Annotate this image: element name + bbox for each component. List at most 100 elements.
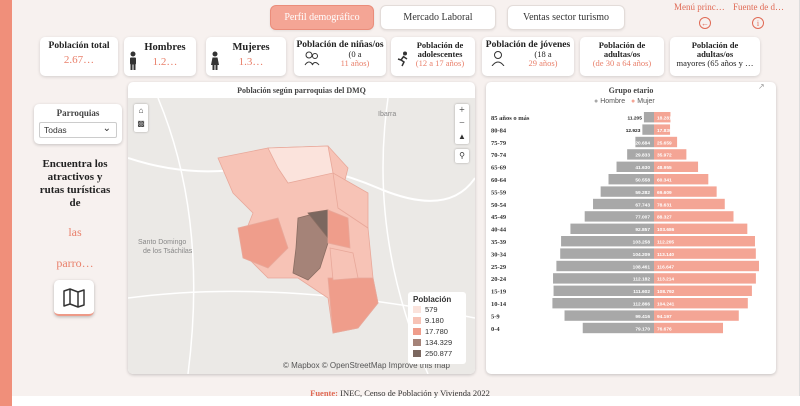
male-bar[interactable]: [582, 322, 654, 334]
male-person-icon: [130, 51, 136, 70]
female-bar[interactable]: [654, 198, 725, 210]
zoom-out-icon[interactable]: −: [459, 118, 465, 129]
card-subtitle: adultas/os: [603, 49, 641, 59]
male-bar[interactable]: [553, 285, 654, 296]
female-bar[interactable]: [654, 149, 687, 160]
male-bar[interactable]: [570, 223, 654, 234]
legend-title: Población: [413, 295, 452, 304]
male-bar[interactable]: [593, 198, 654, 210]
menu-link[interactable]: Menú princ…: [674, 2, 725, 12]
search-icon[interactable]: ⚲: [455, 149, 469, 163]
legend-female-marker: ●: [631, 98, 636, 105]
female-value-label: 104.241: [657, 302, 675, 308]
card-range: 29 años): [528, 58, 558, 68]
female-bar[interactable]: [654, 174, 709, 185]
male-bar[interactable]: [616, 161, 654, 172]
female-value-label: 94.197: [657, 314, 672, 320]
tab-ventas-turismo[interactable]: Ventas sector turismo: [507, 5, 625, 30]
legend-swatch: [413, 350, 421, 357]
male-value-label: 77.007: [635, 215, 650, 221]
zoom-in-icon[interactable]: +: [459, 105, 465, 116]
card-value: 1.2…: [152, 56, 178, 68]
legend-label: 17.780: [425, 327, 448, 336]
back-arrow-icon[interactable]: ←: [699, 17, 711, 29]
card-adultos: Población de adultas/os (de 30 a 64 años…: [580, 37, 664, 76]
tab-perfil-demografico[interactable]: Perfil demográfico: [270, 5, 374, 30]
female-bar[interactable]: [654, 136, 678, 148]
card-subtitle: adolescentes: [417, 49, 463, 59]
female-value-label: 18.281: [657, 116, 672, 122]
male-bar[interactable]: [564, 310, 654, 321]
legend-item: 579: [413, 304, 461, 315]
female-value-label: 69.609: [657, 190, 672, 196]
male-bar[interactable]: [553, 273, 654, 284]
legend-female-label: Mujer: [637, 98, 655, 105]
card-ninos: Población de niñas/os (0 a 11 años): [294, 37, 386, 76]
male-bar[interactable]: [627, 149, 654, 160]
female-bar[interactable]: [654, 161, 699, 172]
card-title: Población de: [691, 40, 739, 50]
fuente-link[interactable]: Fuente de d…: [733, 2, 784, 12]
male-bar[interactable]: [556, 260, 654, 272]
male-bar[interactable]: [584, 211, 654, 222]
male-bar[interactable]: [643, 112, 654, 123]
female-bar[interactable]: [654, 285, 752, 296]
card-hombres: Hombres 1.2…: [124, 37, 196, 76]
female-bar[interactable]: [654, 112, 671, 123]
legend-male-marker: ●: [594, 98, 599, 105]
male-bar[interactable]: [600, 186, 654, 197]
expand-icon[interactable]: ↗: [758, 82, 765, 91]
male-bar[interactable]: [642, 124, 654, 135]
female-bar[interactable]: [654, 223, 748, 234]
female-person-icon: [211, 51, 219, 70]
map-route-button[interactable]: [54, 280, 94, 316]
female-bar[interactable]: [654, 236, 755, 247]
compass-icon[interactable]: ▲: [458, 132, 466, 141]
map-tools: ⌂ ▩: [134, 104, 148, 132]
male-value-label: 20.684: [635, 140, 650, 146]
male-bar[interactable]: [561, 236, 654, 247]
female-bar[interactable]: [654, 211, 734, 222]
female-bar[interactable]: [654, 186, 717, 197]
zoom-controls: + − ▲: [455, 104, 469, 144]
parroquias-select[interactable]: Todas ⌄: [39, 122, 117, 138]
fuente-link-label: Fuente de d…: [733, 2, 784, 12]
female-bar[interactable]: [654, 322, 724, 334]
children-icon: [304, 51, 320, 66]
male-bar[interactable]: [552, 298, 654, 309]
map-place-label: de los Tsáchilas: [143, 248, 193, 255]
parroquias-filter: Parroquias Todas ⌄: [34, 104, 122, 144]
male-bar[interactable]: [635, 136, 654, 148]
card-range: (de 30 a 64 años): [592, 58, 652, 68]
info-icon[interactable]: i: [752, 17, 764, 29]
female-bar[interactable]: [654, 310, 739, 321]
male-value-label: 111.602: [633, 289, 650, 295]
age-group-label: 65-69: [491, 165, 507, 172]
card-value: 1.3…: [238, 56, 264, 68]
promo-highlight: parro…: [56, 256, 94, 270]
male-bar[interactable]: [560, 248, 654, 259]
age-pyramid-chart: 85 años o más 11.205 18.281 80-84 12.923 17.8…: [491, 112, 759, 334]
female-bar[interactable]: [654, 248, 756, 259]
male-bar[interactable]: [608, 174, 654, 185]
tab-label: Mercado Laboral: [403, 12, 473, 23]
tab-mercado-laboral[interactable]: Mercado Laboral: [380, 5, 496, 30]
male-value-label: 104.209: [633, 252, 651, 258]
male-value-label: 108.461: [633, 264, 651, 270]
age-group-label: 0-4: [491, 326, 500, 333]
home-icon[interactable]: ⌂: [138, 106, 144, 115]
female-bar[interactable]: [654, 124, 671, 135]
map-attribution[interactable]: © Mapbox © OpenStreetMap Improve this ma…: [283, 361, 451, 370]
female-bar[interactable]: [654, 298, 748, 309]
card-mayores: Población de adultas/os mayores (65 años…: [670, 37, 760, 76]
legend-label: 579: [425, 305, 438, 314]
male-value-label: 112.182: [633, 277, 650, 283]
female-bar[interactable]: [654, 260, 759, 272]
female-bar[interactable]: [654, 273, 756, 284]
select-tool-icon[interactable]: ▩: [137, 119, 145, 128]
age-group-label: 25-29: [491, 264, 507, 271]
map-panel: Población según parroquias del DMQ Ibarr…: [128, 82, 475, 374]
footer-text: INEC, Censo de Población y Vivienda 2022: [338, 388, 490, 398]
card-value: 2.67…: [63, 54, 95, 66]
young-person-icon: [491, 51, 505, 66]
